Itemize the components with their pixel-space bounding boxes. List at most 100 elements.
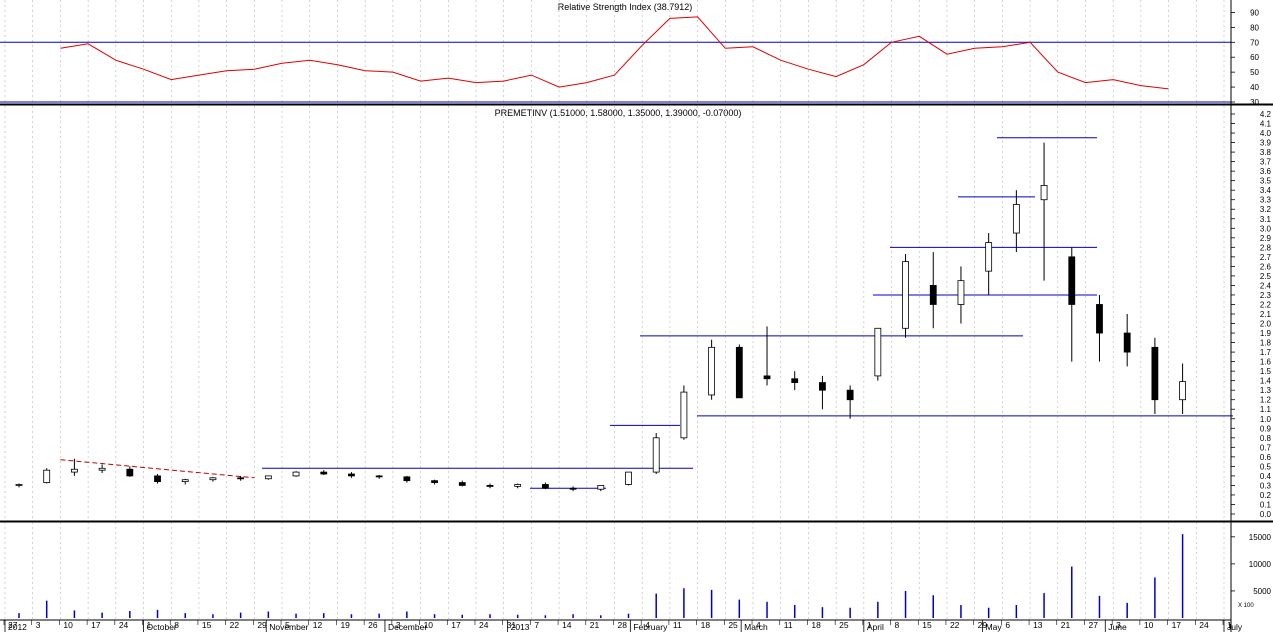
x-tick-label: 21 — [1061, 620, 1071, 630]
x-tick-label: 1 — [147, 620, 152, 630]
price-tick-label: 1.2 — [1260, 396, 1272, 405]
x-tick-label: 14 — [562, 620, 572, 630]
volume-tick-label: 10000 — [1249, 560, 1272, 569]
volume-tick-label: 15000 — [1249, 533, 1272, 542]
x-tick-label: 18 — [811, 620, 821, 630]
volume-tick-label: 5000 — [1253, 587, 1271, 596]
x-tick-label: 4 — [645, 620, 650, 630]
price-tick-label: 0.8 — [1260, 434, 1272, 443]
month-label: December — [388, 622, 427, 632]
rsi-tick-label: 80 — [1250, 23, 1259, 32]
month-label: 2013 — [511, 622, 530, 632]
x-tick-label: 22 — [230, 620, 240, 630]
rsi-tick-label: 60 — [1250, 53, 1259, 62]
x-tick-label: 19 — [340, 620, 350, 630]
price-tick-label: 2.0 — [1260, 320, 1272, 329]
candle-body — [1040, 185, 1048, 201]
candle-body — [708, 346, 716, 396]
price-panel: PREMETINV (1.51000, 1.58000, 1.35000, 1.… — [4, 106, 1272, 520]
price-tick-label: 2.7 — [1260, 253, 1272, 262]
candle-body — [486, 485, 494, 487]
candle-body — [846, 389, 854, 401]
price-tick-label: 4.1 — [1260, 120, 1272, 129]
candle-body — [403, 476, 411, 482]
rsi-tick-label: 30 — [1250, 98, 1259, 107]
price-tick-label: 2.3 — [1260, 291, 1272, 300]
candle-body — [680, 391, 688, 439]
rsi-grid — [4, 0, 1225, 104]
price-tick-label: 1.4 — [1260, 377, 1272, 386]
x-tick-label: 27 — [1088, 620, 1098, 630]
price-tick-label: 3.6 — [1260, 167, 1272, 176]
candle-body — [154, 475, 161, 483]
candle-body — [625, 471, 632, 485]
price-tick-label: 1.0 — [1260, 415, 1272, 424]
rsi-y-axis: 90 80 70 60 50 40 30 — [1231, 8, 1260, 107]
price-tick-label: 0.6 — [1260, 453, 1272, 462]
candle-body — [957, 280, 965, 305]
trend-line-dashed — [60, 459, 255, 479]
price-tick-label: 2.4 — [1260, 281, 1272, 290]
x-tick-label: 1 — [867, 620, 872, 630]
price-tick-label: 2.8 — [1260, 243, 1272, 252]
month-label: April — [867, 622, 884, 632]
month-label: May — [986, 622, 1003, 632]
x-tick-label: 17 — [1172, 620, 1182, 630]
volume-unit-label: X 100 — [1238, 603, 1254, 609]
candle-body — [929, 285, 937, 305]
price-tick-label: 3.2 — [1260, 205, 1272, 214]
x-tick-label: 8 — [174, 620, 179, 630]
price-tick-label: 0.1 — [1260, 500, 1272, 509]
price-tick-label: 0.0 — [1260, 510, 1272, 519]
candle-body — [320, 471, 328, 475]
x-tick-label: 25 — [728, 620, 738, 630]
candle-body — [458, 482, 466, 486]
candle-body — [431, 480, 438, 483]
price-tick-label: 3.8 — [1260, 148, 1272, 157]
price-tick-label: 3.3 — [1260, 196, 1272, 205]
x-tick-label: 3 — [396, 620, 401, 630]
price-tick-label: 2.6 — [1260, 262, 1272, 271]
x-tick-label: 17 — [91, 620, 101, 630]
price-tick-label: 4.2 — [1260, 110, 1272, 119]
price-tick-label: 1.6 — [1260, 358, 1272, 367]
month-label: November — [269, 622, 308, 632]
candle-body — [597, 485, 605, 490]
price-title: PREMETINV (1.51000, 1.58000, 1.35000, 1.… — [495, 108, 742, 118]
x-tick-label: 4 — [756, 620, 761, 630]
x-tick-label: 15 — [202, 620, 212, 630]
price-tick-label: 0.3 — [1260, 481, 1272, 490]
price-tick-label: 1.1 — [1260, 405, 1272, 414]
price-y-axis: 4.24.14.03.93.83.73.63.53.43.33.23.13.02… — [1231, 110, 1272, 519]
candle-body — [43, 469, 51, 483]
rsi-tick-label: 50 — [1250, 68, 1259, 77]
support-resistance-lines — [262, 137, 1233, 489]
price-tick-label: 3.7 — [1260, 158, 1272, 167]
candle-body — [791, 378, 799, 383]
x-tick-label: 18 — [701, 620, 711, 630]
x-tick-label: 27 — [8, 620, 18, 630]
x-tick-label: 6 — [1005, 620, 1010, 630]
volume-bars — [18, 534, 1184, 618]
month-label: July — [1227, 622, 1243, 632]
candle-body — [375, 475, 383, 478]
rsi-line — [60, 16, 1169, 90]
x-tick-label: 24 — [119, 620, 129, 630]
candle-body — [1123, 332, 1131, 353]
month-label: February — [633, 622, 668, 632]
date-axis: 27 3 10 17 24 1 8 15 22 29 5 12 19 26 3 10 17 24 31 7 14 21 28… — [0, 619, 1243, 632]
candle-body — [71, 468, 78, 473]
price-tick-label: 4.0 — [1260, 129, 1272, 138]
candle-body — [1012, 204, 1020, 234]
price-tick-label: 3.9 — [1260, 139, 1272, 148]
candlesticks — [15, 142, 1186, 492]
month-label: October — [147, 622, 177, 632]
candle-body — [874, 327, 882, 377]
x-tick-label: 11 — [673, 620, 682, 630]
candle-body — [819, 382, 826, 391]
candle-body — [569, 487, 577, 490]
candle-body — [1151, 346, 1159, 401]
